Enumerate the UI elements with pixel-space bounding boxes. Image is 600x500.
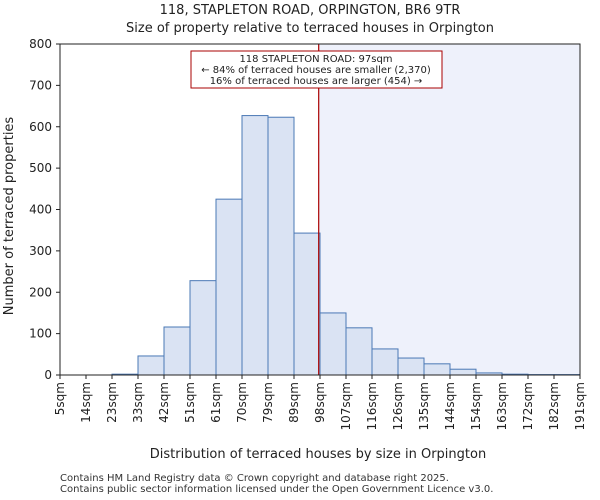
histogram-bar [293,232,321,376]
x-tick-label: 116sqm [365,382,379,430]
x-tick-label: 154sqm [469,382,483,430]
x-tick-label: 182sqm [547,382,561,430]
x-tick-label: 98sqm [313,382,327,423]
chart-title: 118, STAPLETON ROAD, ORPINGTON, BR6 9TR [160,3,461,18]
x-tick-label: 126sqm [391,382,405,430]
histogram-bar [137,355,165,376]
histogram-bar [241,115,269,376]
y-tick-label: 100 [29,327,52,341]
y-tick-label: 0 [44,368,52,382]
x-tick-label: 70sqm [235,382,249,423]
histogram-bar [267,116,295,376]
x-tick-label: 5sqm [53,382,67,415]
y-tick-label: 700 [29,78,52,92]
x-tick-label: 51sqm [183,382,197,423]
x-tick-label: 191sqm [573,382,587,430]
y-axis-label: Number of terraced properties [2,117,17,316]
x-tick-label: 163sqm [495,382,509,430]
x-tick-label: 89sqm [287,382,301,423]
histogram-bar [163,326,191,376]
y-tick-label: 200 [29,285,52,299]
x-tick-label: 61sqm [209,382,223,423]
annotation-line-1: 118 STAPLETON ROAD: 97sqm [239,54,392,65]
x-tick-label: 14sqm [79,382,93,423]
footer-licence: Contains public sector information licen… [60,484,494,495]
y-tick-label: 500 [29,161,52,175]
footer-copyright: Contains HM Land Registry data © Crown c… [60,473,449,484]
annotation-line-2: ← 84% of terraced houses are smaller (2,… [201,65,431,76]
histogram-bar [215,198,243,376]
histogram-bar [423,363,451,376]
chart-subtitle: Size of property relative to terraced ho… [126,21,494,36]
x-tick-label: 107sqm [339,382,353,430]
histogram-bar [345,327,373,376]
y-tick-label: 300 [29,244,52,258]
x-tick-label: 42sqm [157,382,171,423]
x-tick-label: 135sqm [417,382,431,430]
histogram-bar [189,280,217,376]
histogram-bar [397,357,425,376]
y-tick-label: 600 [29,120,52,134]
y-tick-label: 800 [29,37,52,51]
histogram-bar [449,368,477,376]
x-tick-label: 144sqm [443,382,457,430]
x-tick-label: 79sqm [261,382,275,423]
histogram-bar [319,312,347,376]
histogram-bar [371,348,399,376]
x-axis-label: Distribution of terraced houses by size … [150,447,486,462]
marker-annotation: 118 STAPLETON ROAD: 97sqm ← 84% of terra… [190,50,443,89]
highlight-region [318,44,580,375]
x-tick-label: 23sqm [105,382,119,423]
y-tick-label: 400 [29,203,52,217]
x-tick-label: 172sqm [521,382,535,430]
annotation-box [190,50,443,89]
x-tick-label: 33sqm [131,382,145,423]
annotation-line-3: 16% of terraced houses are larger (454) … [210,76,423,87]
